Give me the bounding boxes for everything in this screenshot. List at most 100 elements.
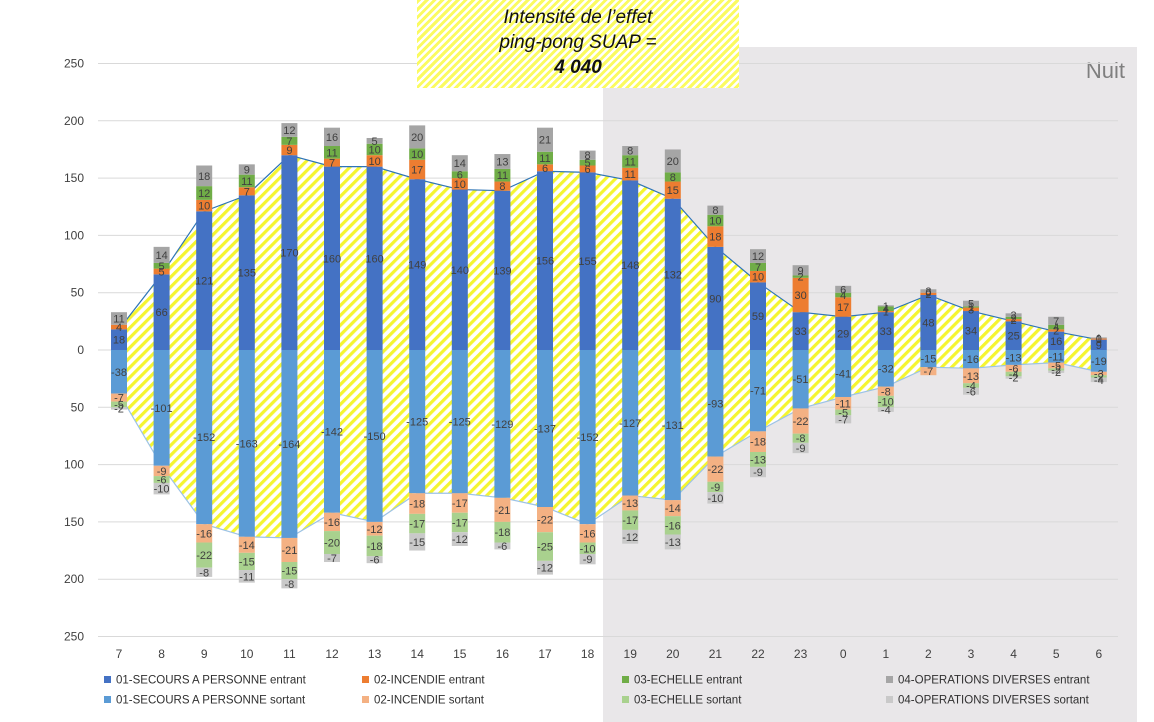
bar-out-s3-c16 [494, 542, 511, 550]
bar-out-s0-c15 [451, 350, 468, 494]
data-label: 15 [667, 185, 679, 197]
data-label: 33 [794, 326, 806, 338]
bar-out-s1-c3 [963, 368, 979, 384]
y-tick-label: 200 [64, 114, 84, 128]
data-label: 8 [712, 205, 718, 217]
x-tick-label: 0 [840, 647, 847, 661]
data-label: 156 [536, 256, 554, 268]
data-label: -4 [966, 381, 976, 393]
bar-in-s0-c15 [451, 189, 468, 350]
data-label: 48 [922, 317, 934, 329]
data-label: 139 [493, 265, 511, 277]
data-label: -6 [498, 541, 508, 553]
data-label: -9 [711, 482, 721, 494]
bar-out-s2-c18 [579, 542, 596, 554]
data-label: 7 [755, 262, 761, 274]
y-tick-label: 100 [64, 458, 84, 472]
data-label: -38 [111, 367, 127, 379]
bar-out-s1-c20 [664, 500, 681, 517]
x-tick-label: 18 [581, 647, 595, 661]
bar-out-s1-c13 [366, 521, 383, 536]
data-label: 13 [496, 156, 508, 168]
y-tick-label: 150 [64, 171, 84, 185]
bar-out-s1-c18 [579, 524, 596, 543]
data-label: -11 [836, 398, 851, 410]
data-label: -18 [367, 541, 383, 553]
data-label: -12 [537, 563, 553, 575]
bar-out-s2-c0 [835, 409, 852, 416]
data-label: -17 [409, 519, 425, 531]
bar-out-s3-c4 [1005, 376, 1022, 379]
data-label: -93 [707, 398, 723, 410]
data-label: -7 [838, 414, 848, 426]
data-label: -21 [494, 505, 510, 517]
bar-in-s0-c5 [1048, 331, 1065, 350]
bar-in-s2-c10 [238, 174, 255, 188]
data-label: 20 [411, 132, 423, 144]
bar-out-s3-c6 [1090, 377, 1107, 383]
bar-out-s1-c0 [835, 396, 852, 410]
x-tick-label: 1 [882, 647, 889, 661]
bar-in-s3-c7 [111, 312, 127, 325]
data-label: -10 [878, 397, 894, 409]
bar-out-s2-c14 [409, 513, 426, 534]
legend-label: 02-INCENDIE sortant [374, 695, 485, 707]
x-tick-label: 2 [925, 647, 932, 661]
data-label: -10 [580, 543, 596, 555]
bar-out-s0-c22 [750, 350, 766, 432]
data-label: 149 [408, 260, 426, 272]
data-label: 8 [585, 150, 591, 162]
bar-out-s0-c6 [1090, 350, 1107, 372]
data-label: 160 [323, 253, 341, 265]
bar-in-s1-c6 [1090, 338, 1107, 340]
bar-in-s2-c9 [196, 186, 213, 200]
data-label: 12 [283, 125, 295, 137]
data-label: 12 [198, 188, 210, 200]
bar-in-s3-c18 [579, 150, 596, 160]
data-label: -15 [239, 556, 255, 568]
bar-in-s2-c0 [835, 292, 852, 298]
data-label: -9 [753, 467, 763, 479]
bar-in-s0-c23 [792, 312, 809, 350]
bar-out-s0-c10 [238, 350, 255, 537]
bar-in-s2-c1 [877, 306, 894, 312]
bar-in-s0-c22 [750, 282, 766, 350]
x-tick-label: 23 [794, 647, 808, 661]
data-label: -101 [151, 403, 173, 415]
bar-in-s1-c8 [153, 268, 170, 275]
bar-out-s0-c2 [920, 350, 937, 368]
data-label: 8 [499, 181, 505, 193]
bar-in-s1-c12 [324, 158, 340, 167]
data-label: -22 [707, 464, 723, 476]
y-tick-label: 250 [64, 57, 84, 71]
bar-in-s2-c23 [792, 275, 809, 278]
x-tick-label: 14 [411, 647, 425, 661]
bar-in-s3-c12 [324, 127, 340, 147]
data-label: -21 [281, 545, 297, 557]
data-label: 11 [539, 153, 550, 165]
data-label: -4 [1009, 369, 1019, 381]
x-tick-label: 3 [968, 647, 975, 661]
bar-in-s1-c1 [877, 311, 894, 313]
bar-out-s2-c16 [494, 521, 511, 543]
legend-swatch [622, 696, 629, 703]
data-label: -7 [114, 393, 124, 405]
data-label: 11 [497, 170, 508, 182]
bar-in-s3-c0 [835, 285, 852, 293]
data-label: 7 [1053, 316, 1059, 328]
bar-in-s2-c8 [153, 262, 170, 269]
data-label: 140 [451, 265, 469, 277]
bar-in-s3-c6 [1090, 337, 1107, 339]
bar-in-s0-c4 [1005, 321, 1022, 350]
bar-out-s2-c5 [1048, 368, 1065, 371]
bar-in-s3-c4 [1005, 313, 1022, 317]
legend-label: 04-OPERATIONS DIVERSES entrant [898, 675, 1090, 687]
bar-in-s2-c20 [664, 172, 681, 182]
x-tick-label: 9 [201, 647, 208, 661]
bar-out-s0-c14 [409, 350, 426, 494]
data-label: -15 [409, 537, 425, 549]
bar-out-s1-c1 [877, 386, 894, 396]
legend-label: 01-SECOURS A PERSONNE entrant [116, 675, 307, 687]
data-label: 9 [798, 265, 804, 277]
